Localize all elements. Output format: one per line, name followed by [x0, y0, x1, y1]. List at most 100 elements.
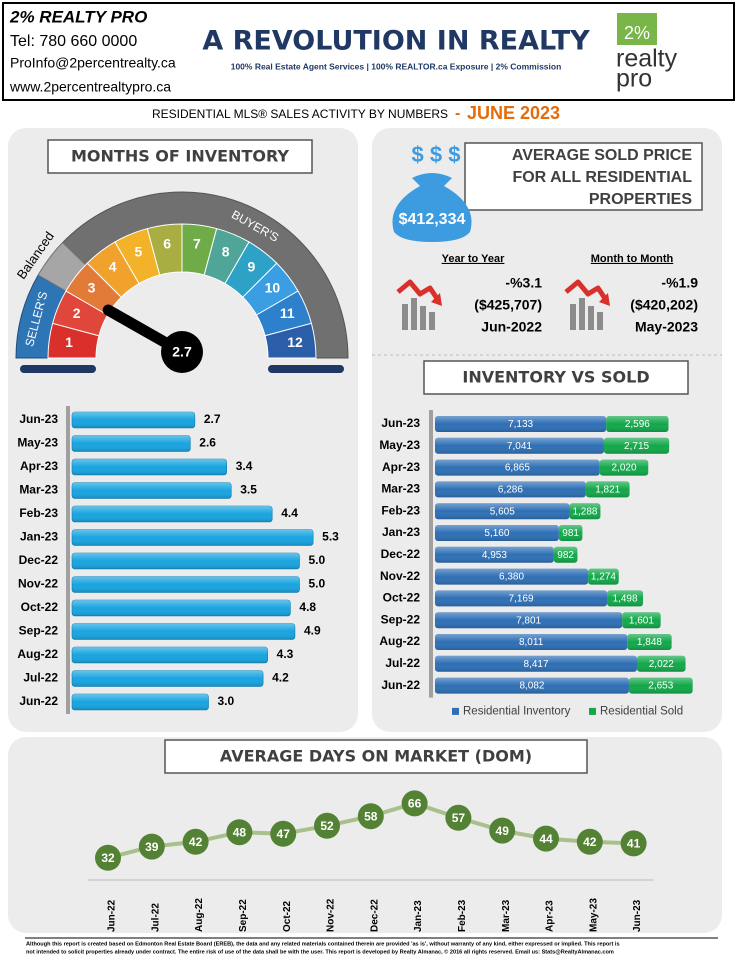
category-label: Jan-23 — [20, 530, 58, 544]
value-label: 32 — [101, 851, 115, 865]
point — [314, 812, 340, 839]
value-label: 5.0 — [309, 553, 326, 567]
value-label: 66 — [408, 797, 422, 811]
price-title: AVERAGE SOLD PRICE — [512, 147, 693, 164]
bar-shine — [553, 546, 578, 563]
gauge-segment — [264, 322, 317, 359]
value-label: 2,020 — [611, 463, 636, 474]
gauge-value: 2.7 — [172, 344, 192, 360]
value-label: 6,865 — [505, 463, 530, 474]
bar-shine — [435, 459, 600, 476]
gauge-segment-label: 7 — [193, 236, 201, 252]
gauge-segment-label: 5 — [134, 243, 142, 259]
value-label: 4.9 — [304, 624, 321, 638]
category-label: Jun-23 — [632, 899, 643, 932]
logo-text: pro — [616, 65, 652, 93]
logo-badge — [617, 13, 657, 45]
category-label: May-23 — [379, 438, 420, 452]
value-label: 8,011 — [519, 637, 544, 648]
category-label: Jul-22 — [385, 656, 420, 670]
value-label: 4.3 — [277, 647, 294, 661]
bar-shine — [603, 437, 670, 454]
bar-shine — [72, 459, 227, 475]
gauge-segment-label: 12 — [287, 334, 303, 350]
bar-shine — [72, 553, 300, 569]
gauge-segment-label: 11 — [280, 305, 295, 321]
bar-shine — [435, 568, 589, 585]
bar-shine — [606, 416, 669, 432]
logo-text: 2% — [624, 23, 650, 43]
subtitle-period: JUNE 2023 — [467, 103, 560, 123]
compare-label: Month to Month — [591, 253, 674, 265]
website: www.2percentrealtypro.ca — [9, 79, 171, 95]
value-label: 42 — [583, 835, 597, 849]
legend-label: Residential Sold — [600, 705, 683, 717]
category-label: Feb-23 — [19, 506, 58, 520]
bar-shine — [607, 590, 644, 607]
bar-shine — [72, 576, 300, 593]
value-label: 5,605 — [490, 506, 515, 517]
logo-text: realty — [616, 45, 678, 73]
category-label: Feb-23 — [381, 503, 420, 517]
value-label: 1,274 — [591, 572, 616, 583]
value-label: 4.2 — [272, 671, 289, 685]
category-label: Oct-22 — [21, 600, 59, 614]
compare-period: May-2023 — [635, 319, 698, 335]
compare-change: -%3.1 — [505, 275, 542, 291]
point — [445, 804, 472, 831]
gauge-hub — [161, 331, 203, 373]
value-label: 49 — [496, 824, 510, 838]
value-label: 2,715 — [624, 441, 649, 452]
category-label: Oct-22 — [383, 591, 421, 605]
bar-shine — [558, 525, 583, 541]
gauge-segment-label: 6 — [163, 236, 171, 252]
subtitle: RESIDENTIAL MLS® SALES ACTIVITY BY NUMBE… — [152, 107, 448, 121]
value-label: 7,041 — [507, 441, 532, 452]
price-value: $412,334 — [399, 211, 466, 228]
value-label: 52 — [320, 819, 334, 833]
value-label: 3.4 — [236, 459, 253, 473]
bar-shine — [622, 612, 661, 629]
compare-previous: ($420,202) — [630, 297, 698, 313]
compare-previous: ($425,707) — [474, 297, 542, 313]
bar-shine — [435, 655, 638, 672]
phone: Tel: 780 660 0000 — [10, 33, 137, 50]
title-box — [464, 142, 703, 211]
title-box — [423, 360, 689, 395]
value-label: 982 — [557, 550, 574, 561]
category-label: Apr-23 — [382, 460, 420, 474]
bar-shine — [72, 623, 295, 640]
value-label: 3.5 — [240, 483, 257, 497]
bar-shine — [435, 590, 608, 607]
bar-shine — [435, 503, 570, 520]
bar-shine — [72, 647, 268, 663]
category-label: Dec-22 — [19, 553, 59, 567]
category-label: Dec-22 — [369, 899, 380, 932]
price-title: PROPERTIES — [589, 191, 692, 208]
value-label: 4.8 — [299, 600, 316, 614]
bar-shine — [435, 546, 554, 563]
gauge-segment-label: 10 — [265, 279, 281, 295]
point — [620, 830, 647, 857]
bar-shine — [72, 435, 191, 452]
title-box — [164, 739, 588, 774]
value-label: 7,801 — [516, 615, 541, 626]
bar-shine — [637, 655, 686, 672]
category-label: Aug-22 — [194, 898, 205, 932]
legend-swatch — [452, 707, 459, 715]
title-box — [47, 139, 313, 174]
category-label: Nov-22 — [326, 898, 337, 932]
price-title: FOR ALL RESIDENTIAL — [512, 169, 692, 186]
bar-shine — [599, 459, 649, 476]
subtitle-separator: - — [455, 105, 460, 122]
point — [95, 844, 121, 871]
gauge-segment-label: 1 — [65, 334, 73, 350]
point — [138, 833, 165, 860]
category-label: Nov-22 — [380, 569, 420, 583]
category-label: Mar-23 — [19, 483, 58, 497]
point — [182, 828, 209, 855]
category-label: Jun-23 — [19, 412, 58, 426]
gauge-segment-label: 4 — [109, 258, 117, 274]
